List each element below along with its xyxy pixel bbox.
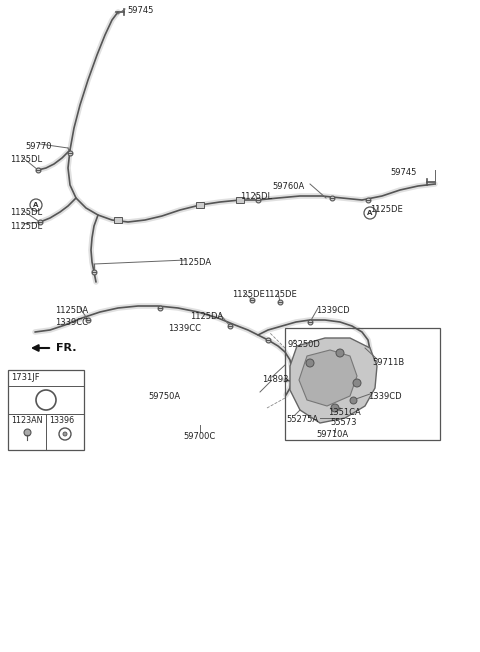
- Text: 1125DL: 1125DL: [10, 155, 42, 164]
- Text: 59710A: 59710A: [316, 430, 348, 439]
- Bar: [285, 328, 440, 440]
- Text: 1339CD: 1339CD: [316, 306, 349, 315]
- Text: 1731JF: 1731JF: [11, 373, 40, 382]
- Text: 1125DA: 1125DA: [190, 312, 223, 321]
- Text: 59750A: 59750A: [148, 392, 180, 401]
- Text: 1339CD: 1339CD: [368, 392, 402, 401]
- Text: 1339CC: 1339CC: [168, 324, 201, 333]
- Text: 59745: 59745: [127, 6, 154, 15]
- Text: 59760A: 59760A: [272, 182, 304, 191]
- Polygon shape: [299, 350, 357, 406]
- Circle shape: [353, 379, 361, 387]
- Text: 1125DE: 1125DE: [264, 290, 297, 299]
- Bar: [8, 370, 84, 450]
- Bar: [196, 202, 204, 208]
- Text: 55275A: 55275A: [286, 415, 318, 424]
- Text: 1125DL: 1125DL: [10, 222, 42, 231]
- Text: 13396: 13396: [49, 416, 74, 425]
- Circle shape: [306, 359, 314, 367]
- Text: 1123AN: 1123AN: [11, 416, 43, 425]
- Text: 1125DL: 1125DL: [10, 208, 42, 217]
- Bar: [236, 197, 244, 203]
- Text: 93250D: 93250D: [288, 340, 321, 349]
- Text: 59770: 59770: [25, 142, 51, 151]
- Polygon shape: [290, 338, 377, 423]
- Text: 59711B: 59711B: [372, 358, 404, 367]
- Bar: [114, 217, 122, 223]
- Text: 1125DA: 1125DA: [178, 258, 211, 267]
- Circle shape: [331, 404, 339, 412]
- Text: 1125DL: 1125DL: [240, 192, 272, 201]
- Text: 1125DE: 1125DE: [370, 205, 403, 214]
- Text: FR.: FR.: [56, 343, 76, 353]
- Text: 55573: 55573: [330, 418, 357, 427]
- Circle shape: [336, 349, 344, 357]
- Text: 1125DE: 1125DE: [232, 290, 265, 299]
- Text: 59745: 59745: [390, 168, 416, 177]
- Text: 1339CC: 1339CC: [55, 318, 88, 327]
- Text: A: A: [367, 210, 372, 216]
- Text: 14893: 14893: [262, 375, 288, 384]
- Text: A: A: [33, 202, 39, 208]
- Text: 1125DA: 1125DA: [55, 306, 88, 315]
- Text: 59700C: 59700C: [184, 432, 216, 441]
- Circle shape: [63, 432, 67, 436]
- Text: 1351CA: 1351CA: [328, 408, 361, 417]
